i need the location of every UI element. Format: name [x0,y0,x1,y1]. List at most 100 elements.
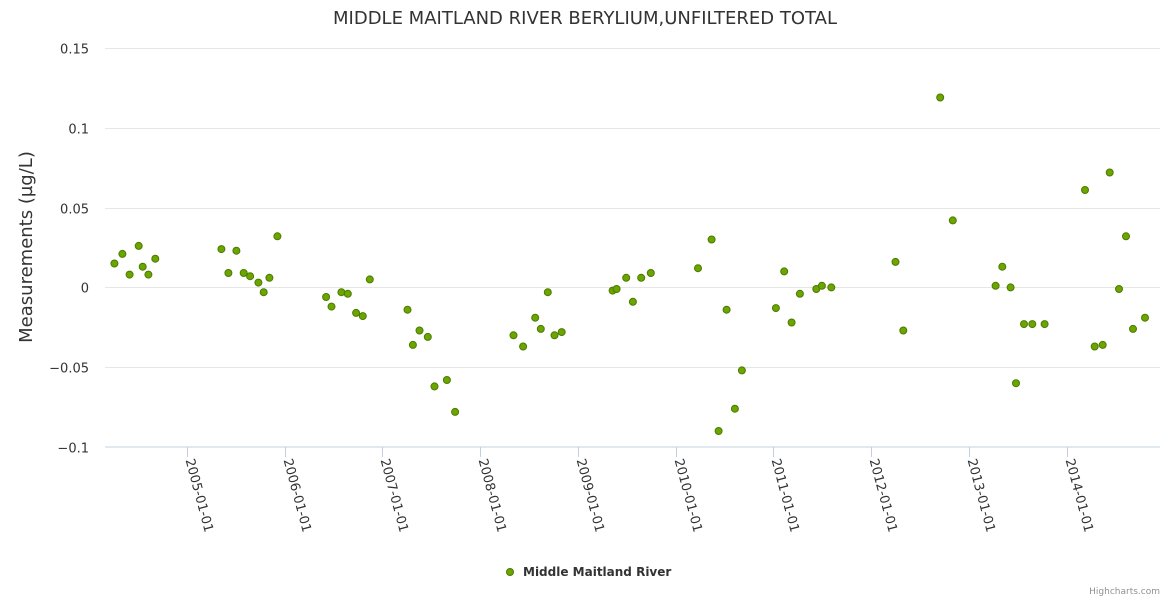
data-point[interactable] [239,269,248,277]
data-point[interactable] [265,273,274,282]
data-point[interactable] [787,318,796,327]
x-tick-label: 2009-01-01 [573,457,607,534]
data-point[interactable] [780,267,789,276]
data-points [110,93,1149,435]
data-point[interactable] [899,326,908,335]
y-axis-label: Measurements (µg/L) [16,151,37,343]
data-point[interactable] [827,283,836,292]
data-point[interactable] [442,376,451,384]
data-point[interactable] [557,328,566,337]
data-point[interactable] [891,257,900,266]
data-point[interactable] [646,269,655,277]
data-point[interactable] [273,232,282,241]
data-point[interactable] [358,312,367,321]
x-axis-ticks: 2005-01-01 2006-01-01 2007-01-01 2008-01-01… [182,447,1096,534]
data-point[interactable] [519,342,528,351]
legend-label: Middle Maitland River [523,565,671,579]
data-point[interactable] [451,407,460,416]
data-point[interactable] [343,289,352,298]
y-tick-label: 0 [81,282,89,297]
data-point[interactable] [1081,186,1089,194]
data-point[interactable] [144,270,153,279]
data-point[interactable] [936,93,945,102]
x-tick-label: 2007-01-01 [377,457,411,534]
x-tick-label: 2008-01-01 [475,457,509,534]
data-point[interactable] [1141,313,1149,322]
grid [105,48,1160,368]
data-point[interactable] [998,262,1007,271]
data-point[interactable] [1028,320,1037,329]
data-point[interactable] [509,331,518,340]
data-point[interactable] [134,241,143,250]
data-point[interactable] [1122,232,1130,241]
legend-item[interactable]: Middle Maitland River [506,565,672,579]
data-point[interactable] [224,269,233,277]
data-point[interactable] [254,278,263,287]
data-point[interactable] [125,270,134,279]
data-point[interactable] [817,281,826,290]
data-point[interactable] [430,382,439,391]
data-point[interactable] [423,332,432,341]
y-tick-label: 0.05 [60,203,89,218]
chart-title: MIDDLE MAITLAND RIVER BERYLIUM,UNFILTERE… [333,8,837,29]
data-point[interactable] [232,246,241,255]
data-point[interactable] [536,324,545,333]
legend-marker [506,568,514,576]
y-axis-tick-labels: 0.15 0.1 0.05 0 −0.05 −0.1 [49,43,89,457]
data-point[interactable] [151,254,160,263]
x-tick-label: 2014-01-01 [1062,457,1096,534]
data-point[interactable] [531,313,540,322]
data-point[interactable] [1006,283,1015,292]
y-tick-label: 0.15 [60,43,89,58]
x-tick-label: 2006-01-01 [280,457,314,534]
y-tick-label: −0.1 [57,442,89,457]
data-point[interactable] [1040,320,1049,329]
data-point[interactable] [327,302,336,311]
credits-link[interactable]: Highcharts.com [1089,587,1160,597]
data-point[interactable] [246,272,255,281]
data-point[interactable] [771,304,780,313]
data-point[interactable] [1020,320,1028,329]
data-point[interactable] [714,427,723,435]
data-point[interactable] [795,289,804,298]
data-point[interactable] [628,297,637,306]
data-point[interactable] [730,404,739,413]
data-point[interactable] [1090,342,1099,351]
data-point[interactable] [612,285,621,293]
data-point[interactable] [352,308,361,317]
data-point[interactable] [1105,168,1114,177]
data-point[interactable] [722,305,731,314]
data-point[interactable] [322,293,331,301]
data-point[interactable] [259,288,268,297]
data-point[interactable] [622,273,631,282]
data-point[interactable] [1012,379,1020,388]
data-point[interactable] [991,281,1000,290]
data-point[interactable] [365,275,374,284]
x-tick-label: 2013-01-01 [964,457,998,534]
data-point[interactable] [737,366,746,375]
y-tick-label: 0.1 [68,123,89,138]
data-point[interactable] [408,340,417,349]
data-point[interactable] [118,249,127,258]
x-tick-label: 2010-01-01 [671,457,705,534]
data-point[interactable] [138,262,147,271]
data-point[interactable] [110,259,119,268]
x-tick-label: 2012-01-01 [866,457,900,534]
data-point[interactable] [1098,340,1107,349]
data-point[interactable] [403,305,412,314]
data-point[interactable] [550,331,559,340]
data-point[interactable] [694,264,702,273]
data-point[interactable] [637,273,646,282]
data-point[interactable] [337,288,346,297]
data-point[interactable] [707,235,716,244]
data-point[interactable] [415,326,424,335]
x-tick-label: 2011-01-01 [768,457,802,534]
data-point[interactable] [543,288,552,297]
data-point[interactable] [217,245,226,254]
y-tick-label: −0.05 [49,362,89,377]
x-tick-label: 2005-01-01 [182,457,216,534]
data-point[interactable] [948,216,957,225]
data-point[interactable] [1129,324,1137,333]
data-point[interactable] [1115,285,1123,293]
